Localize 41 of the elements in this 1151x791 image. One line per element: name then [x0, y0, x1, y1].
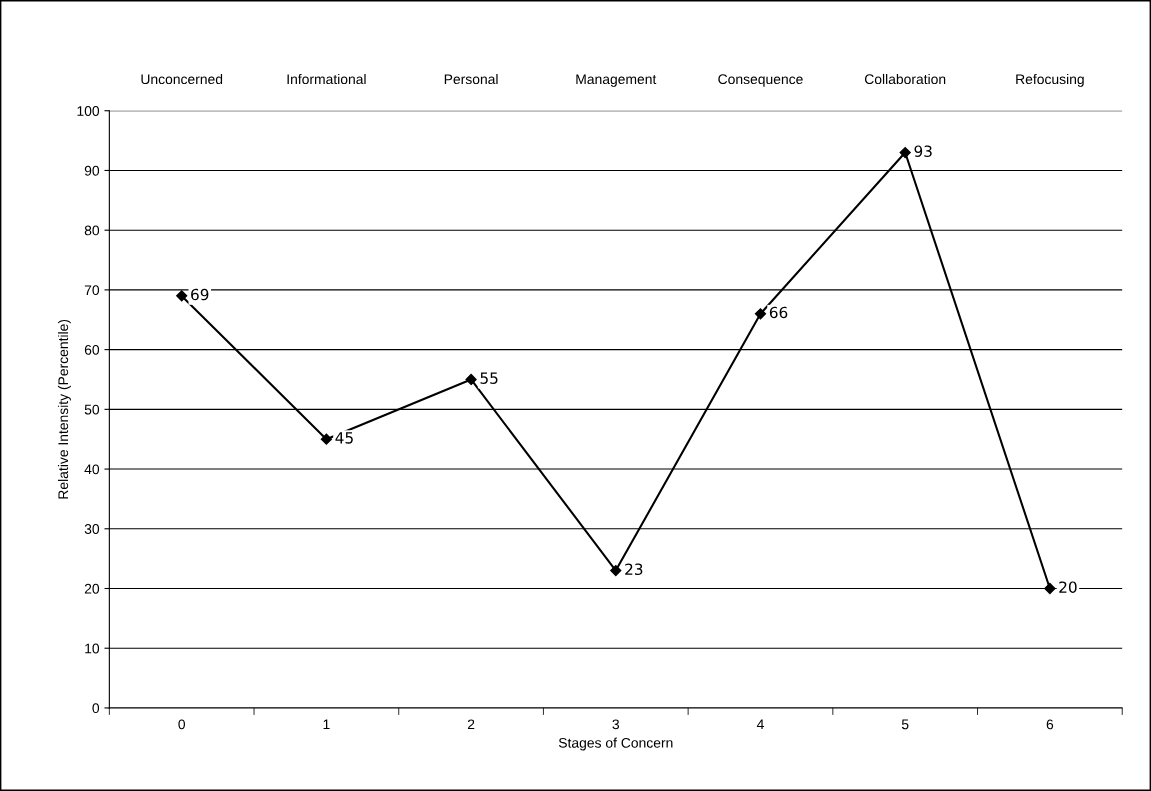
y-tick-label: 60: [84, 344, 100, 355]
x-tick-label: 5: [901, 719, 909, 730]
data-label: 66: [769, 306, 788, 319]
text: Personal: [444, 73, 498, 85]
y-tick-label: 50: [84, 404, 100, 415]
x-tick-label: 6: [1046, 719, 1054, 730]
x-tick-label: 1: [323, 719, 330, 730]
text: Refocusing: [1016, 73, 1084, 87]
y-tick-label: 0: [92, 703, 100, 714]
point: [899, 146, 911, 159]
y-tick-label: 90: [84, 165, 100, 176]
x-tick-label: 2: [467, 719, 475, 730]
text: Informational: [287, 73, 366, 85]
data-label: 69: [191, 288, 209, 301]
y-tick-label: 40: [84, 464, 100, 475]
y-tick-label: 100: [77, 106, 100, 116]
text: Collaboration: [864, 73, 946, 85]
y-tick-label: 10: [85, 643, 100, 654]
y-tick-label: 30: [84, 524, 100, 534]
x-tick-label: 4: [756, 719, 764, 730]
point: [320, 433, 332, 445]
y-axis-title: Relative Intensity (Percentile): [57, 319, 71, 499]
text: Unconcerned: [141, 73, 223, 85]
x-tick-label: 3: [612, 719, 620, 730]
y-tick-label: 70: [84, 285, 100, 296]
y-tick-label: 80: [84, 225, 100, 236]
y-tick-label: 20: [84, 583, 100, 594]
data-label: 55: [480, 372, 498, 384]
text: Management: [576, 74, 657, 87]
data-label: 45: [335, 432, 353, 444]
x-axis-title: Stages of Concern: [558, 737, 673, 751]
point: [176, 290, 188, 302]
text: Consequence: [718, 74, 803, 87]
x-tick-label: 0: [178, 719, 186, 730]
data-label: 23: [625, 563, 643, 576]
point: [465, 373, 477, 386]
point: [1044, 582, 1056, 595]
point: [754, 308, 767, 320]
data-label: 20: [1059, 581, 1077, 593]
data-label: 93: [914, 145, 932, 157]
point: [610, 564, 622, 577]
